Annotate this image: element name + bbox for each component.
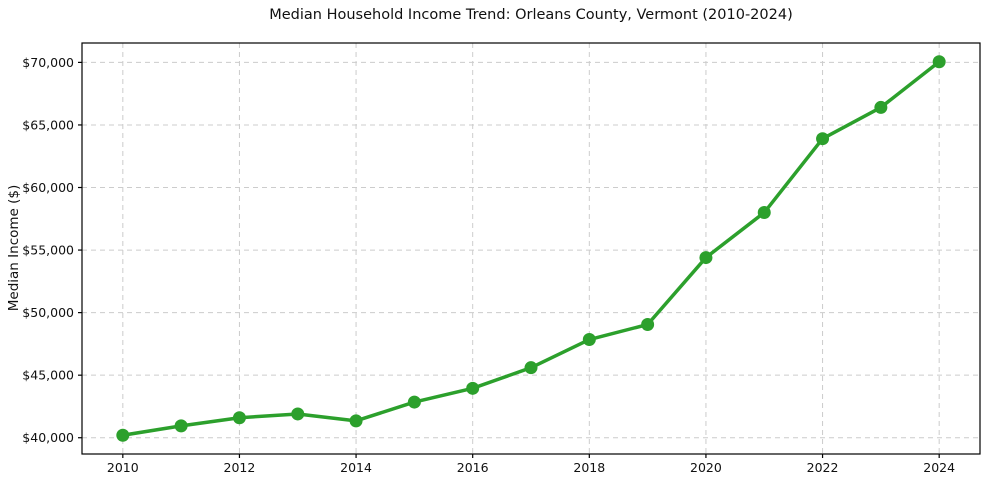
x-tick-label: 2010 <box>107 460 139 475</box>
data-point-marker <box>757 206 771 220</box>
y-tick-label: $50,000 <box>22 305 74 320</box>
data-point-marker <box>582 333 596 347</box>
y-tick-label: $40,000 <box>22 430 74 445</box>
x-tick-label: 2014 <box>340 460 372 475</box>
data-point-marker <box>699 251 713 265</box>
y-tick-label: $70,000 <box>22 55 74 70</box>
plot-border <box>81 42 981 455</box>
data-point-marker <box>116 428 130 442</box>
data-point-marker <box>932 55 946 69</box>
x-tick-label: 2018 <box>573 460 605 475</box>
x-tick-label: 2016 <box>457 460 489 475</box>
data-point-marker <box>641 318 655 332</box>
x-tick-label: 2012 <box>224 460 256 475</box>
data-point-marker <box>466 381 480 395</box>
y-tick-label: $45,000 <box>22 368 74 383</box>
x-tick-label: 2020 <box>690 460 722 475</box>
data-point-marker <box>232 411 246 425</box>
data-point-marker <box>524 361 538 375</box>
data-point-marker <box>291 407 305 421</box>
data-point-marker <box>407 395 421 409</box>
x-tick-label: 2022 <box>807 460 839 475</box>
chart-title: Median Household Income Trend: Orleans C… <box>269 7 793 23</box>
x-tick-label: 2024 <box>923 460 955 475</box>
y-tick-label: $60,000 <box>22 180 74 195</box>
y-tick-label: $55,000 <box>22 243 74 258</box>
data-point-marker <box>816 132 830 146</box>
data-point-marker <box>174 419 188 433</box>
y-tick-label: $65,000 <box>22 117 74 132</box>
data-point-marker <box>349 414 363 428</box>
data-point-marker <box>874 100 888 114</box>
income-trend-line <box>121 60 941 437</box>
